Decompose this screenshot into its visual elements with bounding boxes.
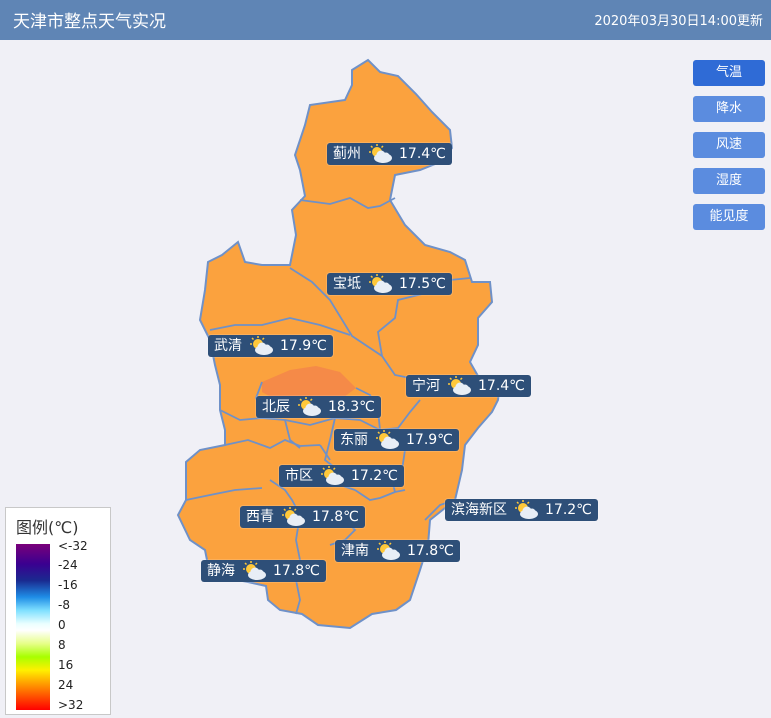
station-label-xiqing[interactable]: 西青 17.8℃ bbox=[240, 506, 365, 528]
partly-cloudy-icon bbox=[369, 144, 392, 163]
station-name: 滨海新区 bbox=[451, 502, 507, 518]
legend: 图例(℃) <-32 -24 -16 -8 0 8 16 24 >32 bbox=[5, 507, 111, 715]
partly-cloudy-icon bbox=[243, 561, 266, 580]
legend-tick: -8 bbox=[58, 598, 70, 612]
wind-speed-button[interactable]: 风速 bbox=[693, 132, 765, 158]
station-name: 静海 bbox=[207, 563, 235, 579]
station-temp: 17.9℃ bbox=[406, 432, 453, 448]
partly-cloudy-icon bbox=[298, 397, 321, 416]
legend-color-bar bbox=[16, 544, 50, 710]
station-label-binhai[interactable]: 滨海新区 17.2℃ bbox=[445, 499, 598, 521]
station-label-shiqu[interactable]: 市区 17.2℃ bbox=[279, 465, 404, 487]
legend-tick: 0 bbox=[58, 618, 66, 632]
station-temp: 17.5℃ bbox=[399, 276, 446, 292]
station-label-jinnan[interactable]: 津南 17.8℃ bbox=[335, 540, 460, 562]
partly-cloudy-icon bbox=[250, 336, 273, 355]
station-temp: 18.3℃ bbox=[328, 399, 375, 415]
station-label-dongli[interactable]: 东丽 17.9℃ bbox=[334, 429, 459, 451]
precipitation-button[interactable]: 降水 bbox=[693, 96, 765, 122]
station-name: 北辰 bbox=[262, 399, 290, 415]
update-time: 2020年03月30日14:00更新 bbox=[594, 14, 763, 29]
partly-cloudy-icon bbox=[376, 430, 399, 449]
station-name: 宝坻 bbox=[333, 276, 361, 292]
partly-cloudy-icon bbox=[321, 466, 344, 485]
station-temp: 17.8℃ bbox=[407, 543, 454, 559]
tianjin-outline bbox=[176, 58, 502, 630]
legend-tick: 16 bbox=[58, 658, 74, 672]
partly-cloudy-icon bbox=[515, 500, 538, 519]
beichen-highlight bbox=[262, 366, 356, 404]
station-name: 市区 bbox=[285, 468, 313, 484]
visibility-button[interactable]: 能见度 bbox=[693, 204, 765, 230]
station-label-ninghe[interactable]: 宁河 17.4℃ bbox=[406, 375, 531, 397]
temperature-button[interactable]: 气温 bbox=[693, 60, 765, 86]
station-temp: 17.8℃ bbox=[273, 563, 320, 579]
station-temp: 17.4℃ bbox=[478, 378, 525, 394]
page-title: 天津市整点天气实况 bbox=[13, 12, 166, 32]
legend-tick: >32 bbox=[58, 698, 84, 712]
station-temp: 17.4℃ bbox=[399, 146, 446, 162]
header-bar: 天津市整点天气实况 2020年03月30日14:00更新 bbox=[0, 0, 771, 40]
station-name: 津南 bbox=[341, 543, 369, 559]
station-name: 宁河 bbox=[412, 378, 440, 394]
station-name: 西青 bbox=[246, 509, 274, 525]
station-label-wuqing[interactable]: 武清 17.9℃ bbox=[208, 335, 333, 357]
station-label-baodi[interactable]: 宝坻 17.5℃ bbox=[327, 273, 452, 295]
partly-cloudy-icon bbox=[369, 274, 392, 293]
station-name: 武清 bbox=[214, 338, 242, 354]
station-name: 东丽 bbox=[340, 432, 368, 448]
station-name: 蓟州 bbox=[333, 146, 361, 162]
partly-cloudy-icon bbox=[282, 507, 305, 526]
station-temp: 17.2℃ bbox=[545, 502, 592, 518]
legend-tick: 24 bbox=[58, 678, 74, 692]
station-label-jinghai[interactable]: 静海 17.8℃ bbox=[201, 560, 326, 582]
station-temp: 17.2℃ bbox=[351, 468, 398, 484]
station-label-jizhou[interactable]: 蓟州 17.4℃ bbox=[327, 143, 452, 165]
partly-cloudy-icon bbox=[448, 376, 471, 395]
partly-cloudy-icon bbox=[377, 541, 400, 560]
legend-tick: -16 bbox=[58, 578, 78, 592]
station-temp: 17.8℃ bbox=[312, 509, 359, 525]
humidity-button[interactable]: 湿度 bbox=[693, 168, 765, 194]
legend-title: 图例(℃) bbox=[16, 518, 79, 537]
legend-tick: <-32 bbox=[58, 539, 88, 553]
legend-tick: -24 bbox=[58, 558, 78, 572]
legend-tick: 8 bbox=[58, 638, 66, 652]
station-label-beichen[interactable]: 北辰 18.3℃ bbox=[256, 396, 381, 418]
station-temp: 17.9℃ bbox=[280, 338, 327, 354]
